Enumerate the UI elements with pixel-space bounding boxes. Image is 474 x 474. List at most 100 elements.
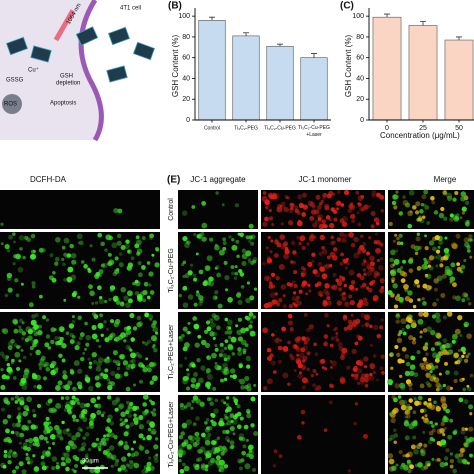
cell-signal <box>405 361 411 367</box>
cell-signal <box>114 336 120 342</box>
cell-signal <box>433 278 439 284</box>
cell-signal <box>32 442 36 446</box>
cell-signal <box>129 401 134 407</box>
cell-signal <box>214 447 221 453</box>
cell-signal <box>14 400 19 404</box>
cell-signal <box>262 191 267 195</box>
cell-signal <box>97 285 102 291</box>
cell-signal <box>321 245 325 250</box>
cell-signal <box>110 381 116 387</box>
cell-signal <box>55 236 61 243</box>
cell-signal <box>75 432 81 438</box>
cell-signal <box>454 453 460 459</box>
cell-signal <box>195 458 200 462</box>
cell-signal <box>365 261 370 266</box>
cell-signal <box>215 264 220 270</box>
cell-signal <box>247 453 251 457</box>
cell-signal <box>408 298 414 303</box>
cell-signal <box>230 265 235 270</box>
cell-signal <box>467 352 471 356</box>
cell-signal <box>380 354 385 359</box>
cell-signal <box>245 297 251 304</box>
cell-signal <box>204 421 208 425</box>
cell-signal <box>336 207 339 211</box>
cell-signal <box>116 233 122 239</box>
cell-signal <box>200 231 205 237</box>
cell-signal <box>151 412 157 417</box>
cell-signal <box>396 337 403 344</box>
cell-signal <box>215 455 221 461</box>
cell-signal <box>368 287 373 293</box>
cell-signal <box>84 321 88 326</box>
cell-signal <box>224 339 229 344</box>
cell-signal <box>148 283 152 287</box>
cell-signal <box>88 284 93 290</box>
cell-signal <box>45 334 51 339</box>
cell-signal <box>292 302 296 306</box>
cell-signal <box>204 439 211 446</box>
cell-signal <box>62 452 67 456</box>
cell-signal <box>223 260 228 265</box>
bar <box>232 35 260 121</box>
cell-signal <box>195 416 200 421</box>
cell-signal <box>209 401 214 406</box>
cell-signal <box>222 241 227 246</box>
cell-signal <box>357 202 361 206</box>
cell-signal <box>262 221 268 227</box>
cell-signal <box>143 410 149 416</box>
row-label: Ti₃C₂-Cu-PEG <box>168 248 175 293</box>
cell-signal <box>281 326 287 332</box>
cell-signal <box>125 408 131 413</box>
cell-signal <box>2 354 7 359</box>
cell-signal <box>220 398 225 403</box>
cell-signal <box>42 450 47 456</box>
cell-signal <box>136 321 142 328</box>
cell-signal <box>356 211 360 215</box>
cell-signal <box>360 285 364 289</box>
cell-signal <box>83 264 88 269</box>
cell-signal <box>94 375 100 381</box>
cell-signal <box>56 432 62 438</box>
cell-signal <box>355 190 360 195</box>
cell-signal <box>341 276 346 281</box>
cell-signal <box>361 302 365 306</box>
cell-signal <box>50 327 56 333</box>
cell-signal <box>214 244 220 251</box>
cell-signal <box>330 241 335 246</box>
cell-signal <box>350 313 354 317</box>
cell-signal <box>113 435 118 440</box>
cell-signal <box>274 292 278 296</box>
cell-signal <box>81 414 85 418</box>
cell-signal <box>139 291 145 297</box>
cell-signal <box>152 375 158 382</box>
cell-signal <box>119 422 124 427</box>
cell-signal <box>296 435 302 440</box>
cell-signal <box>201 222 208 229</box>
cell-signal <box>428 240 435 246</box>
cell-signal <box>314 272 321 278</box>
cell-signal <box>124 418 128 423</box>
cell-signal <box>408 189 415 196</box>
cell-signal <box>63 252 68 257</box>
cell-signal <box>235 239 240 244</box>
cell-signal <box>187 435 193 441</box>
cell-signal <box>29 253 36 260</box>
cell-signal <box>205 452 212 459</box>
cell-signal <box>335 338 340 342</box>
cell-signal <box>206 326 212 332</box>
bar <box>372 16 402 121</box>
cell-signal <box>30 319 37 326</box>
cell-signal <box>353 421 357 426</box>
cell-signal <box>204 427 211 433</box>
cell-signal <box>357 250 361 255</box>
cell-signal <box>57 339 63 346</box>
cell-signal <box>224 317 229 322</box>
cell-signal <box>244 376 250 382</box>
cell-signal <box>409 370 415 377</box>
cell-signal <box>370 211 376 217</box>
cell-signal <box>132 440 137 444</box>
cell-signal <box>219 378 224 383</box>
cell-signal <box>328 400 333 405</box>
cell-signal <box>240 284 245 289</box>
cell-signal <box>8 234 13 240</box>
